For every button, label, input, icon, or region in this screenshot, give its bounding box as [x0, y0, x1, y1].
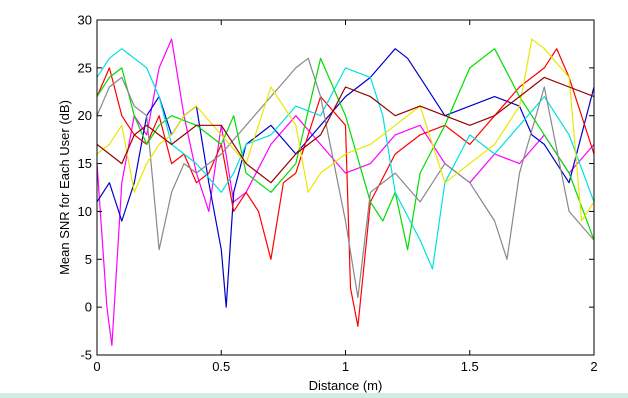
y-tick-label: 5: [85, 252, 92, 267]
series-line-5: [96, 48, 595, 270]
y-tick-label: 30: [78, 13, 92, 28]
x-tick-label: 0: [93, 359, 100, 374]
series-line-2: [96, 48, 595, 308]
series-line-8: [96, 76, 595, 184]
y-tick-label: 25: [78, 60, 92, 75]
x-tick-label: 1: [342, 359, 349, 374]
series-line-4: [96, 48, 595, 251]
series-line-6: [96, 57, 595, 299]
y-tick-label: -5: [80, 348, 92, 363]
x-tick-label: 0.5: [212, 359, 230, 374]
series-layer: [96, 38, 595, 346]
x-axis-label: Distance (m): [309, 378, 383, 393]
y-tick-label: 10: [78, 204, 92, 219]
series-line-1: [96, 38, 595, 346]
x-tick-label: 1.5: [461, 359, 479, 374]
y-tick-label: 0: [85, 300, 92, 315]
y-axis-label: Mean SNR for Each User (dB): [57, 100, 72, 275]
x-tick-label: 2: [590, 359, 597, 374]
bottom-bar: [0, 393, 628, 398]
series-line-7: [96, 38, 595, 222]
plot-area: [97, 20, 594, 355]
y-tick-label: 20: [78, 108, 92, 123]
y-tick-label: 15: [78, 156, 92, 171]
